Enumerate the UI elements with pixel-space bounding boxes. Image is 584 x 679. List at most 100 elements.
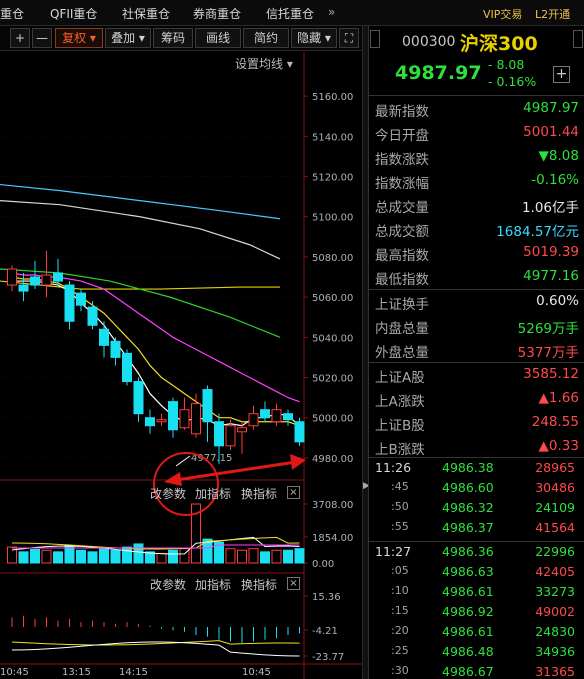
quote-row: 内盘总量 5269万手: [369, 314, 584, 338]
vol-switch-indicator-button[interactable]: 换指标: [241, 487, 278, 501]
highlight-circle-overlay: [153, 452, 306, 516]
zoom-out-button[interactable]: —: [32, 28, 52, 48]
overlay-dropdown[interactable]: 叠加 ▾: [105, 28, 151, 48]
ma-settings-dropdown[interactable]: 设置均线 ▾: [235, 57, 293, 71]
more-tabs-icon[interactable]: »: [328, 5, 336, 19]
price-tick-label: 5100.00: [312, 213, 353, 224]
l2-open-link[interactable]: L2开通: [535, 8, 571, 21]
tick-row: :15 4986.92 49002: [369, 602, 584, 622]
candle-body: [53, 272, 63, 282]
ind-add-indicator-button[interactable]: 加指标: [195, 578, 232, 592]
tab-zhongcang[interactable]: 重仓: [0, 7, 25, 21]
candle-body: [191, 403, 201, 435]
ind-tick-label: 15.36: [312, 592, 341, 603]
tick-price: 4986.36: [442, 544, 494, 559]
tick-price: 4986.38: [442, 460, 494, 475]
quote-row: 最高指数 5019.39: [369, 241, 584, 265]
chip-button[interactable]: 筹码: [153, 28, 193, 48]
candle-body: [30, 276, 40, 286]
ma10-line: [11, 276, 300, 427]
volume-bar: [168, 549, 178, 564]
simple-mode-button[interactable]: 简约: [243, 28, 289, 48]
quote-row-label: 内盘总量: [375, 321, 429, 337]
hide-dropdown[interactable]: 隐藏 ▾: [291, 28, 337, 48]
divider: [369, 541, 584, 542]
quote-row-label: 上A涨跌: [375, 394, 425, 410]
quote-row-label: 最高指数: [375, 248, 429, 264]
kline-chart-svg[interactable]: 5160.00 5140.00 5120.00 5100.00 5080.00 5060.…: [0, 52, 362, 679]
divider: [369, 289, 584, 290]
expand-icon[interactable]: ⛶: [339, 28, 359, 48]
candle-body: [7, 268, 17, 286]
quote-row: 上证换手 0.60%: [369, 290, 584, 314]
kline-chart-area[interactable]: 5160.00 5140.00 5120.00 5100.00 5080.00 5060.…: [0, 52, 362, 679]
tab-xintuo[interactable]: 信托重仓: [266, 7, 315, 21]
ma5-line: [12, 280, 300, 427]
candle-body: [18, 284, 29, 292]
vol-tick-label: 0.00: [312, 559, 334, 570]
vol-close-icon[interactable]: ×: [287, 486, 300, 499]
ind-switch-indicator-button[interactable]: 换指标: [241, 578, 278, 592]
quote-row: 指数涨跌 ▼8.08: [369, 145, 584, 169]
tick-time: :15: [391, 604, 409, 617]
tick-row: :05 4986.63 42405: [369, 562, 584, 582]
quote-row: 最低指数 4977.16: [369, 265, 584, 289]
volume-bar: [294, 548, 305, 564]
time-label-4: 10:45: [242, 667, 271, 678]
volume-bar: [271, 549, 282, 564]
volume-bar: [191, 503, 201, 564]
volume-bar: [87, 551, 98, 564]
vol-edit-params-button[interactable]: 改参数: [150, 487, 187, 501]
price-tick-label: 5020.00: [312, 374, 353, 385]
tab-qfii[interactable]: QFII重仓: [50, 7, 98, 21]
candle-body: [237, 427, 247, 433]
volume-bar: [122, 546, 132, 564]
stock-name: 沪深300: [460, 33, 538, 55]
quote-row-value: 0.60%: [536, 293, 579, 309]
tick-row: 11:27 4986.36 22996: [369, 542, 584, 562]
tick-price: 4986.67: [442, 664, 494, 679]
volume-bar: [156, 552, 167, 564]
ind-close-icon[interactable]: ×: [287, 577, 300, 590]
zoom-in-button[interactable]: +: [10, 28, 30, 48]
vip-trade-link[interactable]: VIP交易: [483, 8, 523, 21]
panel-splitter[interactable]: ▶: [362, 26, 370, 679]
vol-add-indicator-button[interactable]: 加指标: [195, 487, 232, 501]
tick-row: 11:26 4986.38 28965: [369, 458, 584, 478]
quote-row-value: 5377万手: [517, 345, 579, 361]
candle-body: [41, 274, 52, 286]
quote-row-value: 5019.39: [523, 244, 579, 260]
collapse-arrow-icon[interactable]: ▶: [363, 481, 370, 491]
tab-quanshang[interactable]: 券商重仓: [193, 7, 242, 21]
next-stock-icon[interactable]: [573, 30, 583, 48]
tick-time: :25: [391, 644, 409, 657]
prev-stock-icon[interactable]: [370, 30, 380, 48]
tick-row: :20 4986.61 24830: [369, 622, 584, 642]
quote-row-value: 1684.57亿元: [496, 224, 579, 240]
quote-row-label: 总成交额: [375, 224, 429, 240]
ind-edit-params-button[interactable]: 改参数: [150, 578, 187, 592]
tab-shebao[interactable]: 社保重仓: [122, 7, 171, 21]
add-watchlist-button[interactable]: +: [553, 66, 570, 83]
tick-row: :45 4986.60 30486: [369, 478, 584, 498]
tick-volume: 30486: [535, 480, 575, 495]
ind-tick-label: -23.77: [312, 652, 344, 663]
quote-row-value: 248.55: [531, 414, 579, 430]
fuquan-dropdown[interactable]: 复权 ▾: [55, 28, 103, 48]
candle-body: [202, 389, 213, 423]
ma30-line: [0, 268, 281, 338]
draw-line-button[interactable]: 画线: [195, 28, 241, 48]
price-tick-label: 5060.00: [312, 293, 353, 304]
volume-bar: [145, 551, 155, 564]
candle-body: [76, 292, 86, 306]
tick-row: :50 4986.32 24109: [369, 498, 584, 518]
quote-row-value: 4977.16: [523, 268, 579, 284]
candle-body: [145, 417, 155, 427]
tick-row: :25 4986.48 34936: [369, 642, 584, 662]
volume-bar: [30, 548, 40, 564]
quote-row-value: 5269万手: [517, 321, 579, 337]
tick-row: :55 4986.37 41564: [369, 518, 584, 538]
volume-bar: [283, 549, 293, 564]
tick-price: 4986.48: [442, 644, 494, 659]
quote-header: 000300 沪深300 4987.97 - 8.08 - 0.16% +: [369, 26, 584, 96]
